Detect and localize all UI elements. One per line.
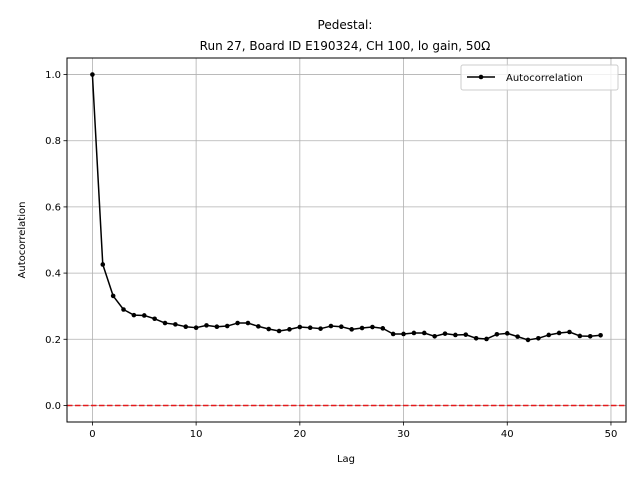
- data-point: [598, 333, 603, 338]
- data-point: [204, 323, 209, 328]
- data-point: [90, 72, 95, 77]
- x-tick-label: 50: [605, 429, 618, 440]
- plot-area-frame: [66, 57, 627, 423]
- y-tick-label: 0.4: [45, 269, 61, 280]
- data-point: [390, 331, 396, 337]
- x-axis-label: Lag: [337, 454, 355, 465]
- data-point: [421, 330, 427, 336]
- data-point: [235, 320, 240, 326]
- y-axis-label: Autocorrelation: [17, 202, 28, 279]
- data-point: [525, 337, 531, 343]
- grid-lines: [67, 58, 626, 422]
- x-axis-ticks: 0 10 20 30 40 50: [89, 422, 617, 440]
- y-tick-label: 0.6: [45, 202, 61, 213]
- data-point: [411, 330, 417, 336]
- data-point: [515, 334, 520, 339]
- data-point: [173, 322, 178, 327]
- data-point: [556, 330, 562, 336]
- legend-entry-autocorrelation: Autocorrelation: [506, 73, 583, 84]
- data-point: [453, 332, 458, 338]
- data-point: [162, 320, 168, 326]
- data-point: [214, 324, 220, 329]
- data-point: [349, 327, 354, 332]
- data-point: [359, 325, 365, 331]
- data-point: [380, 326, 386, 331]
- y-tick-label: 0.8: [45, 136, 61, 147]
- data-point: [245, 320, 251, 326]
- data-point: [297, 324, 303, 330]
- data-point: [152, 316, 157, 322]
- data-point: [463, 332, 469, 337]
- x-tick-label: 30: [397, 429, 410, 440]
- chart-title-line-1: Pedestal:: [318, 18, 373, 32]
- data-point: [141, 313, 147, 318]
- data-point: [567, 329, 572, 335]
- data-point: [131, 312, 137, 318]
- data-point: [193, 325, 199, 330]
- x-tick-label: 0: [89, 429, 95, 440]
- data-point: [370, 324, 375, 330]
- y-tick-label: 1.0: [45, 70, 61, 81]
- data-point: [339, 324, 344, 329]
- x-tick-label: 40: [501, 429, 514, 440]
- data-point: [256, 324, 261, 329]
- data-point: [494, 332, 500, 337]
- data-point: [546, 332, 552, 338]
- legend-box: [460, 64, 619, 91]
- data-point: [328, 323, 334, 329]
- data-point: [276, 328, 282, 334]
- data-point: [183, 324, 189, 329]
- data-point: [100, 262, 106, 267]
- data-point: [536, 335, 541, 341]
- y-axis-ticks: 0.0 0.2 0.4 0.6 0.8 1.0: [45, 70, 67, 412]
- data-point: [473, 335, 479, 341]
- legend-marker-swatch: [478, 74, 484, 80]
- data-point: [432, 333, 437, 339]
- data-point: [307, 325, 313, 330]
- data-point: [266, 326, 272, 332]
- x-tick-label: 10: [190, 429, 203, 440]
- data-point: [287, 327, 292, 332]
- data-point: [587, 333, 593, 339]
- data-point: [318, 326, 323, 331]
- data-point: [504, 331, 510, 336]
- data-point: [224, 323, 230, 329]
- legend: Autocorrelation: [460, 64, 619, 91]
- y-tick-label: 0.2: [45, 335, 61, 346]
- data-point: [484, 336, 489, 342]
- series-group: [90, 72, 603, 343]
- data-point: [442, 331, 448, 336]
- x-tick-label: 20: [293, 429, 306, 440]
- data-point: [401, 331, 406, 337]
- data-point: [110, 293, 116, 299]
- data-point: [577, 333, 583, 339]
- chart-title-line-2: Run 27, Board ID E190324, CH 100, lo gai…: [200, 39, 491, 53]
- data-point: [121, 307, 126, 312]
- y-tick-label: 0.0: [45, 401, 61, 412]
